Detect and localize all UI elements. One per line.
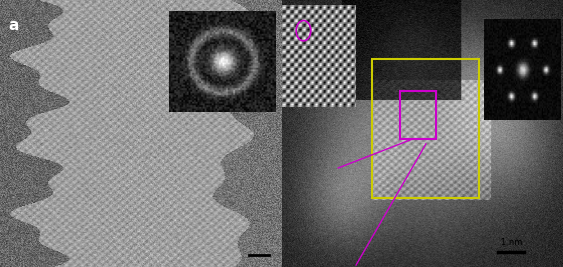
Text: b: b — [287, 18, 297, 33]
Bar — [372, 59, 479, 198]
Text: a: a — [8, 18, 19, 33]
Bar — [400, 91, 436, 139]
Text: 1 nm: 1 nm — [501, 238, 522, 247]
